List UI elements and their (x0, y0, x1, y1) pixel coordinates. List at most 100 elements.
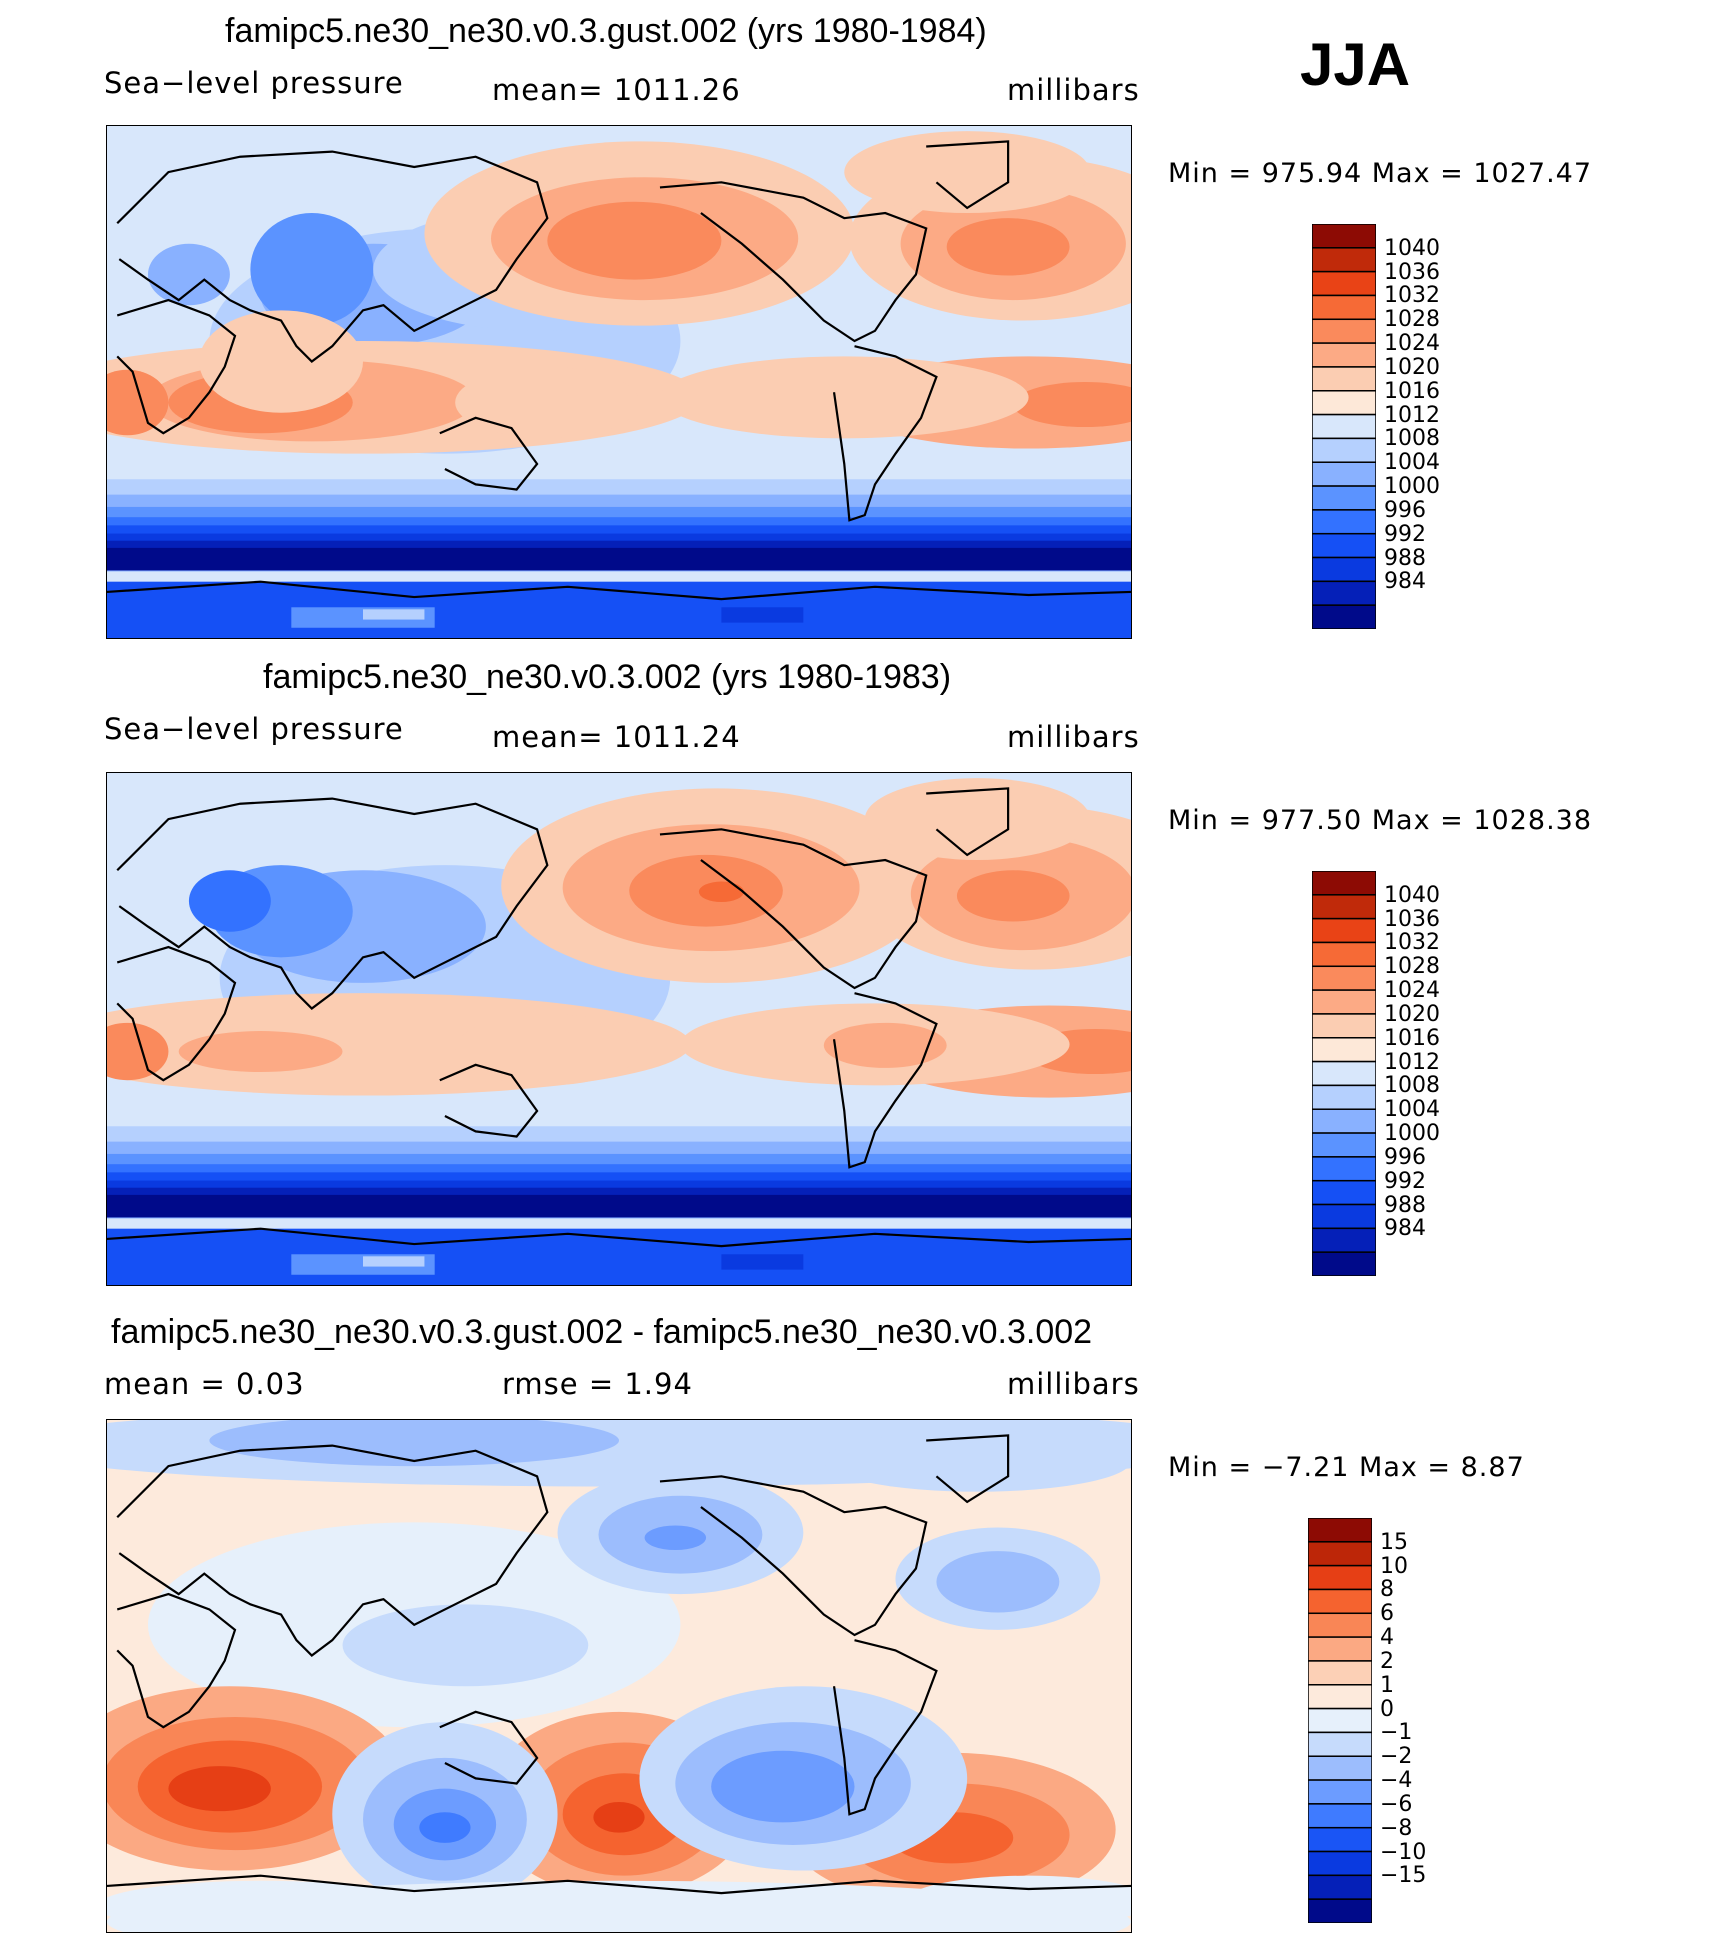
colorbar-box (1312, 318, 1376, 344)
colorbar-box (1312, 1037, 1376, 1063)
contour-region (168, 1766, 271, 1812)
colorbar-tick-label: 1020 (1384, 1001, 1440, 1027)
colorbar-tick-label: 996 (1384, 497, 1426, 523)
colorbar-tick-label: 984 (1384, 569, 1426, 595)
colorbar-tick-label: −2 (1380, 1744, 1413, 1770)
colorbar-box (1312, 485, 1376, 511)
contour-field (107, 773, 1131, 1285)
contour-region (342, 1604, 589, 1687)
panel1-colorbar: 1040 1036 1032 1028 1024 1020 1016 1012 1008 1004… (1312, 224, 1440, 629)
colorbar-tick-label: 1036 (1384, 259, 1440, 285)
colorbar-tick-label: 2 (1380, 1648, 1394, 1674)
colorbar-tick-label: 1032 (1384, 283, 1440, 309)
colorbar-tick-label: 0 (1380, 1696, 1394, 1722)
contour-region (864, 778, 1091, 861)
contour-region (547, 201, 722, 280)
coastline (440, 1712, 537, 1784)
colorbar-box (1308, 1731, 1372, 1757)
contour-region (107, 369, 169, 436)
pressure-band (107, 1194, 1131, 1218)
colorbar-svg (1312, 224, 1376, 629)
pressure-band (107, 547, 1131, 571)
coastlines (107, 788, 1131, 1246)
panel2-variable-label: Sea−level pressure (104, 712, 404, 746)
colorbar-box (1312, 941, 1376, 968)
colorbar-box (1312, 604, 1376, 629)
coastline (117, 300, 235, 433)
contour-region (698, 881, 744, 903)
colorbar-box (1308, 1636, 1372, 1662)
colorbar-box (1312, 1227, 1376, 1253)
coastline (440, 418, 537, 490)
panel2-minmax-stats: Min = 977.50 Max = 1028.38 (1168, 805, 1593, 836)
panel2-colorbar: 1040 1036 1032 1028 1024 1020 1016 1012 1008 1004… (1312, 871, 1440, 1276)
contour-region (209, 1420, 619, 1467)
colorbar-svg (1308, 1518, 1372, 1923)
coastline (834, 346, 936, 520)
coastline (926, 1435, 1008, 1502)
colorbar-box (1312, 509, 1376, 535)
contour-region (178, 1031, 343, 1073)
colorbar-tick-label: −4 (1380, 1768, 1413, 1794)
colorbar-box (1308, 1826, 1372, 1853)
colorbar-tick-label: 1000 (1384, 474, 1440, 500)
colorbar-tick-label: −10 (1380, 1839, 1427, 1865)
colorbar-box (1312, 366, 1376, 392)
panel2-units-label: millibars (1007, 720, 1140, 754)
panel3-units-label: millibars (1007, 1367, 1140, 1401)
panel3-colorbar: 15 10 8 6 4 2 1 0 −1 −2 −4 −6 −8 −10 −15 (1308, 1518, 1426, 1923)
colorbar-tick-label: 1000 (1384, 1121, 1440, 1147)
coastline (834, 993, 936, 1167)
colorbar-box (1312, 224, 1376, 249)
colorbar-tick-label: 10 (1380, 1553, 1408, 1579)
coastline (117, 1594, 235, 1727)
colorbar-tick-label: 1036 (1384, 906, 1440, 932)
colorbar-tick-label: 992 (1384, 1168, 1426, 1194)
panel3-title: famipc5.ne30_ne30.v0.3.gust.002 - famipc… (111, 1313, 1093, 1351)
colorbar-box (1312, 461, 1376, 487)
contour-region (593, 1801, 645, 1833)
colorbar-tick-label: 1024 (1384, 331, 1440, 357)
colorbar-tick-label: 992 (1384, 521, 1426, 547)
contour-region (644, 1525, 707, 1551)
colorbar-box (1312, 413, 1376, 440)
panel3-minmax-stats: Min = −7.21 Max = 8.87 (1168, 1452, 1525, 1483)
panel1-variable-label: Sea−level pressure (104, 66, 404, 100)
pressure-band (363, 609, 425, 620)
contour-region (419, 1812, 471, 1843)
colorbar-box (1308, 1779, 1372, 1805)
colorbar-tick-label: 15 (1380, 1529, 1408, 1555)
contour-region (956, 870, 1070, 922)
colorbar-tick-label: 1 (1380, 1672, 1394, 1698)
contour-region (823, 1022, 947, 1068)
colorbar-box (1308, 1707, 1372, 1734)
panel1-map (106, 125, 1132, 639)
coastlines (107, 1435, 1131, 1893)
colorbar-tick-label: 6 (1380, 1601, 1394, 1627)
colorbar-tick-label: 988 (1384, 1192, 1426, 1218)
coastline (660, 182, 926, 341)
contour-field (107, 1420, 1131, 1932)
contour-region (946, 218, 1070, 276)
contour-field (107, 126, 1131, 638)
colorbar-box (1312, 1084, 1376, 1110)
colorbar-tick-label: 1012 (1384, 402, 1440, 428)
coastline (926, 788, 1008, 855)
contour-region (844, 131, 1091, 214)
contour-region (823, 1430, 1131, 1492)
colorbar-box (1312, 247, 1376, 273)
colorbar-tick-label: 1024 (1384, 978, 1440, 1004)
panel3-rmse-label: rmse = 1.94 (502, 1367, 693, 1401)
colorbar-tick-label: 4 (1380, 1625, 1394, 1651)
contour-region (1013, 382, 1131, 428)
panel2-map (106, 772, 1132, 1286)
pressure-band (721, 607, 804, 623)
contour-region (936, 1551, 1060, 1613)
colorbar-box (1312, 1108, 1376, 1134)
contour-region (199, 310, 363, 413)
coastline (117, 152, 547, 362)
colorbar-tick-label: −8 (1380, 1815, 1413, 1841)
coastline (117, 1446, 547, 1656)
colorbar-box (1312, 270, 1376, 297)
colorbar-tick-label: 1028 (1384, 954, 1440, 980)
